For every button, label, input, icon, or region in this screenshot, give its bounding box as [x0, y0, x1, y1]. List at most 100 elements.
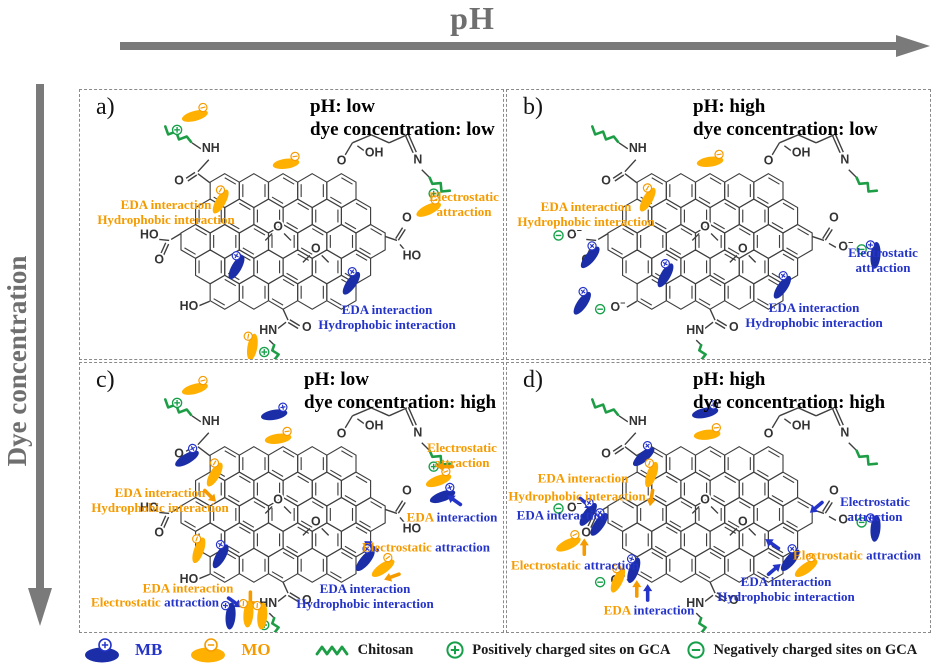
positive-charge-icon: [778, 270, 788, 281]
blue-arrow: [643, 584, 653, 602]
interaction-label: EDA interaction: [603, 602, 695, 618]
atom-label: O: [829, 210, 839, 224]
mb-dye: [342, 267, 361, 295]
positive-charge-icon: [584, 498, 594, 508]
negative-charge-icon: [714, 149, 724, 160]
panel-title: pH: low dye concentration: high: [304, 369, 497, 413]
negative-charge-icon: [243, 331, 253, 341]
legend-label-chitosan: Chitosan: [357, 641, 414, 658]
positive-charge-icon: [362, 544, 372, 554]
atom-label: O: [337, 154, 347, 168]
chitosan-chain: [591, 125, 620, 144]
y-axis-arrow: [28, 84, 52, 626]
atom-label: O: [738, 514, 748, 528]
positive-charge-icon: [865, 240, 876, 250]
blue-arrow: [447, 495, 463, 507]
mb-dye: [632, 440, 655, 467]
mo-dye: [693, 423, 721, 440]
mo-dye: [192, 534, 206, 564]
mo-dye: [243, 331, 258, 359]
atom-label: N: [413, 426, 422, 440]
negative-charge-icon: [238, 598, 249, 609]
atom-label: O: [700, 492, 710, 506]
positive-charge-icon: [278, 402, 288, 412]
mb-dye: [780, 544, 800, 572]
mo-dye: [272, 151, 300, 170]
interaction-label: Electrostatic attraction: [427, 440, 497, 470]
mo-dye: [416, 195, 442, 217]
atom-label: O−: [611, 298, 626, 314]
mb-dye: [580, 241, 600, 269]
mb-dye: [590, 508, 608, 536]
legend-label-mo: MO: [241, 640, 271, 659]
negative-charge-icon: [642, 183, 653, 193]
mo-dye: [206, 458, 223, 487]
negative-charge-icon: [612, 563, 622, 574]
graphene-sheet: [180, 173, 386, 310]
mb-dye: [355, 544, 375, 572]
orange-arrow: [203, 488, 217, 502]
mo-dye: [181, 375, 208, 395]
mb-dye: [175, 443, 199, 467]
interaction-label: EDA interaction Hydrophobic interaction: [97, 197, 235, 227]
chitosan-chain: [428, 449, 452, 466]
atom-label: O: [402, 483, 412, 497]
atom-label: HN: [686, 596, 704, 610]
interaction-label: Electrostatic attraction: [429, 189, 499, 219]
atom-label: O: [738, 241, 748, 255]
negative-charge-icon: [209, 458, 220, 468]
mo-dye-icon: [191, 637, 226, 662]
atom-label: O: [829, 483, 839, 497]
atom-label: O: [402, 210, 412, 224]
mo-dye: [371, 552, 395, 577]
interaction-label: Hydrophobic interaction: [508, 488, 646, 504]
legend-item-mb: MB: [82, 637, 162, 664]
legend-item-negative: Negatively charged sites on GCA: [686, 640, 917, 660]
interaction-label: EDA interaction Hydrophobic interaction: [318, 302, 456, 332]
interaction-label: Electrostatic attraction: [840, 494, 910, 524]
mb-dye: [429, 482, 456, 504]
blue-arrow: [766, 563, 781, 577]
mb-dye: [212, 539, 229, 569]
mo-dye: [212, 185, 229, 214]
atom-label: NH: [202, 414, 220, 428]
positive-charge-icon: [259, 346, 270, 358]
interaction-label: Electrostatic attraction: [848, 245, 918, 275]
atom-label: NH: [202, 141, 220, 155]
negative-charge-icon: [687, 641, 706, 659]
atom-label: HO: [180, 299, 199, 313]
panel-c: NH O O OH N HO O O HO HO O HN O O c) pH: low dye conce…: [79, 362, 504, 633]
atom-label: OH: [792, 419, 811, 433]
mo-dye: [238, 598, 254, 628]
mo-dye: [639, 183, 656, 212]
atom-label: HO: [180, 572, 199, 586]
atom-label: O: [729, 593, 739, 607]
legend-item-mo: MO: [188, 637, 271, 664]
atom-label: O: [311, 241, 321, 255]
positive-charge-icon: [865, 513, 876, 523]
negative-charge-icon: [570, 530, 580, 540]
atom-label: HO: [403, 248, 422, 262]
interaction-label: EDA interaction: [142, 580, 234, 596]
atom-label: OH: [365, 419, 384, 433]
positive-charge-icon: [347, 267, 357, 277]
panel-title: pH: high dye concentration: high: [693, 369, 886, 413]
mo-dye: [252, 600, 268, 630]
mb-dye: [626, 554, 641, 583]
chitosan-chain: [164, 125, 193, 144]
positive-charge-icon: [708, 400, 719, 410]
chitosan-chain: [855, 449, 879, 466]
panel-letter: a): [96, 94, 115, 120]
interaction-label: Electrostatic attraction: [793, 547, 921, 563]
positive-charge-icon: [787, 544, 797, 554]
chitosan-chain: [270, 616, 280, 632]
graphene-sheet: [607, 173, 813, 310]
atom-label: O: [337, 427, 347, 441]
mo-dye: [556, 530, 581, 552]
legend: MB MO Chitosan Positively charged sites …: [60, 634, 942, 666]
interaction-label: Electrostatic attraction: [362, 539, 490, 555]
mb-dye: [865, 513, 881, 542]
interaction-label: Electrostatic attraction: [91, 594, 219, 610]
atom-label: O: [273, 219, 283, 233]
